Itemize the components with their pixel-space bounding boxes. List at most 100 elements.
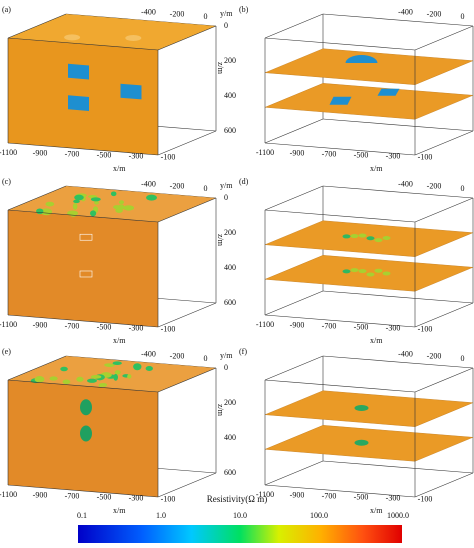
- anomaly: [118, 200, 125, 205]
- panel-label: (e): [2, 347, 11, 356]
- box-edge: [414, 197, 474, 223]
- box-edge: [157, 25, 217, 51]
- panel: (e) -1100 -900 -700 -500 -300 -100 x/m -400 -200 0…: [0, 347, 236, 515]
- anomaly: [68, 63, 89, 80]
- y-tick-label: -400: [398, 7, 413, 16]
- y-tick-label: 0: [461, 354, 465, 363]
- anomaly: [36, 208, 44, 215]
- y-tick-label: -400: [398, 349, 413, 358]
- y-tick-label: -200: [170, 352, 185, 361]
- y-tick-label: -400: [398, 179, 413, 188]
- y-tick-label: -200: [170, 182, 185, 191]
- slice-plane: [264, 48, 474, 85]
- anomaly: [110, 191, 117, 197]
- anomaly: [74, 194, 84, 201]
- anomaly: [99, 382, 108, 387]
- x-tick-label: -100: [161, 324, 176, 333]
- x-tick-label: -100: [418, 494, 433, 503]
- z-tick-label: 200: [224, 228, 236, 237]
- box-edge: [157, 197, 217, 223]
- anomaly: [354, 405, 369, 412]
- anomaly: [73, 199, 80, 204]
- x-tick-label: -900: [290, 149, 305, 158]
- x-axis-title: x/m: [113, 336, 126, 345]
- box-edge: [157, 472, 217, 498]
- z-tick-label: 200: [224, 56, 236, 65]
- anomaly-outline: [79, 270, 93, 278]
- colorbar: Resistivity(Ω m) 0.1 1.0 10.0 100.0 1000.0: [77, 494, 409, 543]
- box-edge: [7, 185, 67, 211]
- slice-plane: [264, 425, 474, 462]
- colorbar-tick-label: 100.0: [310, 511, 328, 520]
- panels: (a) -1100 -900 -700 -500 -300 -100 x/m -400 -200 0…: [0, 5, 474, 515]
- anomaly: [45, 201, 55, 207]
- anomaly: [342, 234, 351, 239]
- box-edge: [264, 290, 324, 316]
- y-tick-label: -400: [141, 349, 156, 358]
- panel: (f) -1100 -900 -700 -500 -300 -100 x/m -400 -200 0…: [239, 347, 474, 515]
- z-tick-label: 0: [224, 363, 228, 372]
- colorbar-title: Resistivity(Ω m): [207, 494, 267, 504]
- y-tick-label: -200: [427, 182, 442, 191]
- z-tick-label: 600: [224, 298, 236, 307]
- panel-label: (d): [239, 177, 249, 186]
- box-edge: [264, 209, 416, 223]
- x-axis-title: x/m: [370, 336, 383, 345]
- anomaly: [90, 210, 97, 217]
- y-tick-label: -400: [141, 179, 156, 188]
- panel: (b) -1100 -900 -700 -500 -300 -100 x/m -400 -200 0…: [239, 5, 474, 173]
- x-tick-label: -700: [65, 150, 80, 159]
- anomaly: [62, 379, 71, 385]
- anomaly: [113, 373, 118, 381]
- x-tick-label: -300: [386, 151, 401, 160]
- box-edge: [264, 13, 324, 39]
- box-edge: [7, 13, 67, 39]
- box-edge: [264, 355, 324, 381]
- anomaly: [350, 268, 359, 273]
- x-tick-label: -700: [65, 322, 80, 331]
- x-axis-title: x/m: [370, 506, 383, 515]
- box-edge: [7, 142, 159, 156]
- x-tick-label: -1100: [256, 148, 274, 157]
- block-top: [8, 356, 216, 392]
- anomaly: [350, 234, 359, 239]
- anomaly: [329, 96, 352, 105]
- z-tick-label: 400: [224, 91, 236, 100]
- x-axis-title: x/m: [113, 164, 126, 173]
- panel: (c) -1100 -900 -700 -500 -300 -100 x/m -400 -200 0…: [0, 177, 236, 345]
- x-tick-label: -700: [322, 322, 337, 331]
- x-tick-label: -1100: [0, 490, 17, 499]
- anomaly: [112, 361, 122, 366]
- box-edge: [322, 460, 474, 474]
- anomaly: [115, 208, 123, 214]
- anomaly: [358, 233, 367, 238]
- anomaly: [94, 200, 100, 205]
- colorbar-tick-label: 0.1: [77, 511, 87, 520]
- box-edge: [264, 379, 416, 393]
- panel-label: (c): [2, 177, 11, 186]
- box-edge: [7, 314, 159, 328]
- anomaly-outline: [79, 233, 93, 241]
- anomaly: [49, 376, 58, 381]
- x-tick-label: -700: [322, 150, 337, 159]
- y-tick-label: 0: [204, 354, 208, 363]
- z-tick-label: 400: [224, 433, 236, 442]
- anomaly: [342, 269, 351, 274]
- anomaly: [125, 35, 142, 41]
- anomaly: [358, 269, 367, 274]
- x-tick-label: -500: [354, 493, 369, 502]
- x-tick-label: -300: [129, 493, 144, 502]
- box-edge: [322, 355, 474, 369]
- anomaly: [120, 83, 142, 100]
- y-axis-title: y/m: [220, 181, 233, 190]
- block-top: [8, 14, 216, 50]
- z-axis-title: z/m: [216, 62, 225, 75]
- x-tick-label: -900: [290, 321, 305, 330]
- z-tick-label: 0: [224, 21, 228, 30]
- z-tick-label: 600: [224, 126, 236, 135]
- anomaly: [354, 439, 369, 446]
- colorbar-tick-label: 10.0: [233, 511, 247, 520]
- anomaly: [64, 34, 81, 41]
- z-tick-label: 600: [224, 468, 236, 477]
- y-tick-label: -400: [141, 7, 156, 16]
